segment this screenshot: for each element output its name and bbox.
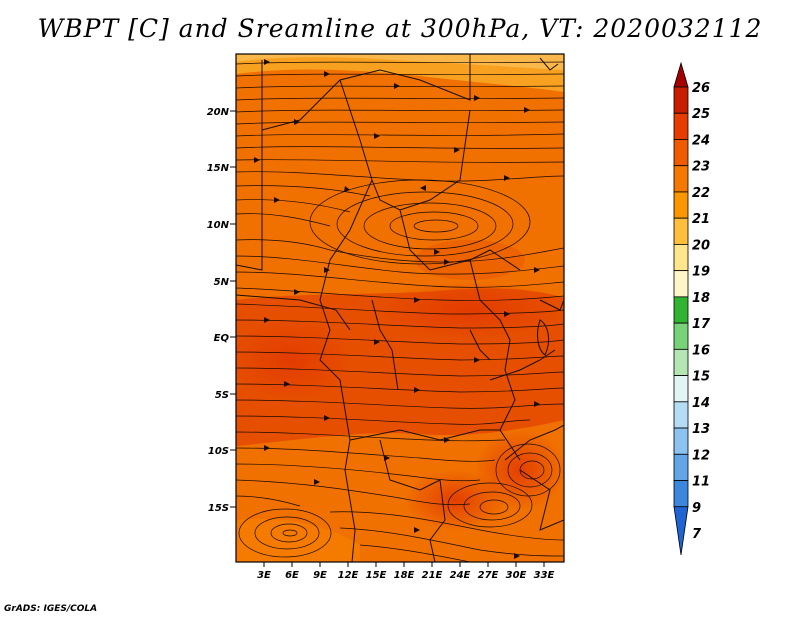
lat-label-5s: 5S xyxy=(215,390,229,401)
colorbar-label: 15 xyxy=(692,370,710,385)
wbpt-field xyxy=(236,54,564,562)
lat-label-5n: 5N xyxy=(214,277,230,288)
lon-label-6e: 6E xyxy=(285,570,299,581)
colorbar-swatch xyxy=(673,401,689,429)
colorbar-label: 11 xyxy=(692,475,710,490)
colorbar-label: 19 xyxy=(692,265,710,280)
colorbar-swatch xyxy=(673,244,689,272)
colorbar-label: 26 xyxy=(692,81,710,96)
map-borders xyxy=(236,54,564,562)
colorbar-swatch xyxy=(673,270,689,298)
colorbar-swatch xyxy=(673,427,689,455)
colorbar-label: 18 xyxy=(692,291,710,306)
lon-label-15e: 15E xyxy=(366,570,387,581)
colorbar-label: 12 xyxy=(692,448,710,463)
map-title: WBPT [C] and Sreamline at 300hPa, VT: 20… xyxy=(37,14,763,43)
colorbar-top-arrow xyxy=(673,61,689,88)
footer-credit: GrADS: IGES/COLA xyxy=(4,604,98,614)
lat-label-10n: 10N xyxy=(207,220,230,231)
colorbar-swatch xyxy=(673,86,689,114)
lon-label-24e: 24E xyxy=(450,570,471,581)
lat-label-20n: 20N xyxy=(207,107,230,118)
colorbar-label: 13 xyxy=(692,422,710,437)
colorbar-swatch xyxy=(673,322,689,350)
lat-label-10s: 10S xyxy=(208,446,229,457)
colorbar-label: 22 xyxy=(692,186,710,201)
lat-label-15n: 15N xyxy=(207,163,230,174)
colorbar-label: 23 xyxy=(692,160,710,175)
streamlines xyxy=(236,61,564,562)
colorbar-swatch xyxy=(673,453,689,481)
colorbar: 26 25 24 23 22 21 20 19 18 17 16 15 14 13 12 11 9 7 xyxy=(673,61,711,556)
lon-label-3e: 3E xyxy=(257,570,271,581)
colorbar-swatch xyxy=(673,348,689,376)
lon-label-12e: 12E xyxy=(338,570,359,581)
colorbar-swatch xyxy=(673,165,689,193)
colorbar-label: 25 xyxy=(692,107,710,122)
lat-label-eq: EQ xyxy=(214,333,230,344)
lon-label-18e: 18E xyxy=(394,570,415,581)
colorbar-swatch xyxy=(673,296,689,324)
colorbar-swatch xyxy=(673,112,689,140)
colorbar-label: 7 xyxy=(692,527,702,542)
colorbar-swatch xyxy=(673,375,689,403)
lon-label-30e: 30E xyxy=(506,570,527,581)
colorbar-label: 20 xyxy=(692,238,710,253)
colorbar-swatch xyxy=(673,217,689,245)
lon-label-33e: 33E xyxy=(534,570,555,581)
colorbar-label: 9 xyxy=(692,501,701,516)
colorbar-label: 17 xyxy=(692,317,711,332)
colorbar-label: 14 xyxy=(692,396,710,411)
lat-label-15s: 15S xyxy=(208,503,229,514)
colorbar-swatch xyxy=(673,139,689,167)
colorbar-label: 16 xyxy=(692,343,710,358)
colorbar-label: 21 xyxy=(692,212,710,227)
plot-frame xyxy=(235,53,565,563)
longitude-axis: 3E 6E 9E 12E 15E 18E 21E 24E 27E 30E 33E xyxy=(257,562,555,581)
lon-label-21e: 21E xyxy=(422,570,443,581)
latitude-axis: 20N 15N 10N 5N EQ 5S 10S 15S xyxy=(207,107,236,514)
lon-label-9e: 9E xyxy=(313,570,327,581)
colorbar-swatch xyxy=(673,480,689,508)
colorbar-label: 24 xyxy=(692,133,710,148)
colorbar-swatch xyxy=(673,191,689,219)
colorbar-bottom-arrow xyxy=(673,506,689,556)
lon-label-27e: 27E xyxy=(478,570,499,581)
stream-arrows xyxy=(254,59,540,559)
